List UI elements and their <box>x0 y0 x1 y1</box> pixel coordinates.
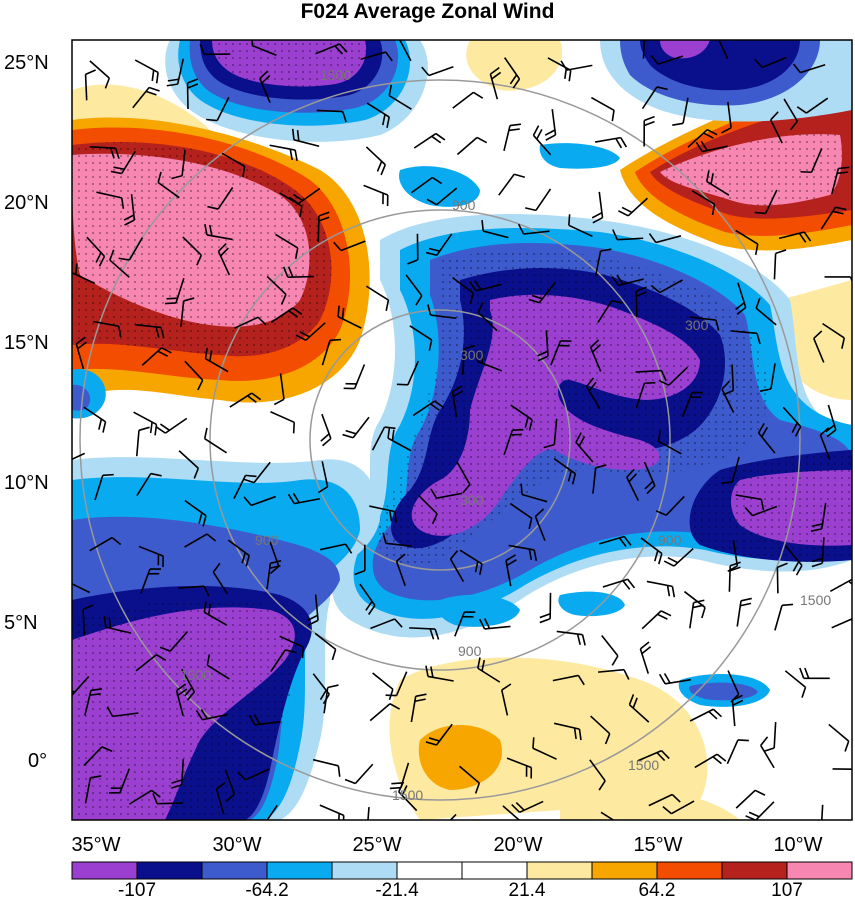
wind-barb-flag <box>303 647 304 658</box>
colorbar-swatch <box>657 862 722 879</box>
lat-label: 10°N <box>4 472 49 495</box>
colorbar-swatch <box>267 862 332 879</box>
range-ring-label: 900 <box>658 532 682 548</box>
wind-barb <box>318 216 319 242</box>
wind-barb <box>729 566 730 592</box>
wind-barb-flag <box>721 482 732 483</box>
wind-barb <box>157 803 183 804</box>
range-ring-label: 300 <box>460 492 484 508</box>
range-ring-label: 300 <box>460 347 484 363</box>
wind-barb <box>86 74 87 100</box>
wind-barb <box>288 277 314 278</box>
lon-label: 35°W <box>71 834 120 857</box>
colorbar-tick-label: -64.2 <box>245 880 288 902</box>
wind-barb-flag <box>391 783 402 784</box>
lon-label: 25°W <box>352 834 401 857</box>
wind-barb-flag <box>428 829 438 833</box>
wind-barb-flag <box>811 826 821 829</box>
wind-barb-flag <box>719 32 727 40</box>
colorbar-swatch <box>72 862 137 879</box>
wind-barb-flag <box>76 264 77 275</box>
wind-barb-flag <box>294 422 295 433</box>
colorbar-tick-label: 107 <box>771 880 803 902</box>
colorbar-swatch <box>787 862 852 879</box>
wind-barb-flag <box>167 298 178 299</box>
wind-barb-flag <box>644 383 655 384</box>
lat-label: 15°N <box>4 332 49 355</box>
wind-barb-flag <box>53 457 61 465</box>
wind-barb-flag <box>330 340 341 341</box>
range-ring-label: 1500 <box>320 67 351 83</box>
lat-label: 25°N <box>4 52 49 75</box>
wind-barb-flag <box>431 825 441 829</box>
range-ring-label: 1500 <box>180 667 211 683</box>
colorbar-swatch <box>462 862 527 879</box>
colorbar-tick-label: -107 <box>118 880 156 902</box>
colorbar-swatch <box>592 862 657 879</box>
lat-label: 0° <box>28 750 47 773</box>
wind-barb-flag <box>397 384 408 385</box>
colorbar-tick-label: 21.4 <box>509 880 546 902</box>
wind-barb-flag <box>569 214 570 225</box>
wind-barb-flag <box>338 306 339 317</box>
wind-barb-flag <box>717 27 725 35</box>
wind-barb-flag <box>252 824 263 826</box>
wind-barb-flag <box>645 34 655 37</box>
range-ring-label: 1500 <box>392 787 423 803</box>
range-ring-label: 1500 <box>800 592 831 608</box>
wind-barb-flag <box>755 212 766 213</box>
wind-barb-flag <box>782 604 793 605</box>
wind-barb-flag <box>206 120 217 121</box>
wind-barb-flag <box>645 29 655 32</box>
wind-barb-flag <box>738 740 749 741</box>
wind-barb-flag <box>343 308 344 319</box>
wind-field <box>72 40 852 820</box>
colorbar-tick-label: 64.2 <box>639 880 676 902</box>
wind-barb-flag <box>66 570 67 581</box>
range-ring-label: 300 <box>685 317 709 333</box>
wind-barb-flag <box>521 484 522 495</box>
wind-barb <box>317 110 343 111</box>
colorbar-swatch <box>397 862 462 879</box>
colorbar-swatch <box>332 862 397 879</box>
lon-label: 30°W <box>212 834 261 857</box>
wind-barb-flag <box>246 475 257 476</box>
lat-label: 20°N <box>4 192 49 215</box>
wind-barb-flag <box>165 303 176 304</box>
wind-barb-flag <box>621 826 623 837</box>
colorbar <box>72 862 852 879</box>
colorbar-swatch <box>202 862 267 879</box>
colorbar-swatch <box>137 862 202 879</box>
wind-barb <box>636 291 637 317</box>
colorbar-swatch <box>722 862 787 879</box>
wind-barb-flag <box>519 823 523 833</box>
lon-label: 10°W <box>773 834 822 857</box>
range-ring-label: 900 <box>458 643 482 659</box>
wind-barb <box>777 567 778 593</box>
lat-label: 5°N <box>4 612 38 635</box>
wind-barb-flag <box>61 692 71 696</box>
lon-label: 15°W <box>633 834 682 857</box>
wind-barb-flag <box>533 737 534 748</box>
colorbar-tick-label: -21.4 <box>375 880 418 902</box>
wind-barb-flag <box>399 29 406 37</box>
range-ring-label: 900 <box>255 532 279 548</box>
wind-barb-flag <box>103 475 114 476</box>
lon-label: 20°W <box>493 834 542 857</box>
colorbar-swatch <box>527 862 592 879</box>
wind-barb-flag <box>58 455 66 463</box>
range-ring-label: 1500 <box>628 757 659 773</box>
range-ring-label: 900 <box>452 197 476 213</box>
